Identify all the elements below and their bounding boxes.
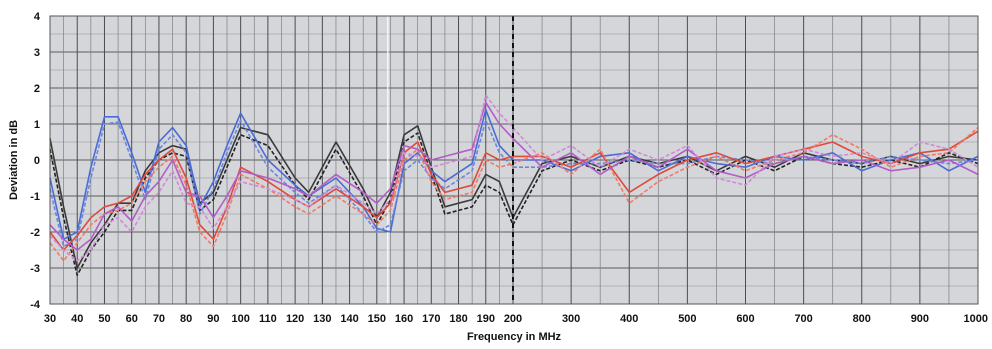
x-tick-label: 120 bbox=[286, 313, 304, 325]
x-tick-label: 170 bbox=[422, 313, 440, 325]
x-axis-label: Frequency in MHz bbox=[467, 331, 562, 343]
x-tick-label: 190 bbox=[477, 313, 495, 325]
x-tick-label: 200 bbox=[504, 313, 522, 325]
y-tick-label: -3 bbox=[30, 263, 40, 275]
x-tick-label: 30 bbox=[44, 313, 56, 325]
x-tick-label: 800 bbox=[853, 313, 871, 325]
y-tick-label: -2 bbox=[30, 227, 40, 239]
y-tick-label: 0 bbox=[34, 155, 40, 167]
x-tick-label: 900 bbox=[911, 313, 929, 325]
x-tick-label: 160 bbox=[395, 313, 413, 325]
x-tick-label: 90 bbox=[207, 313, 219, 325]
y-tick-labels: 4 3 2 1 0 -1 -2 -3 -4 bbox=[30, 11, 41, 311]
x-tick-label: 180 bbox=[449, 313, 467, 325]
y-tick-label: 2 bbox=[34, 83, 40, 95]
series-layer bbox=[49, 94, 979, 276]
x-tick-label: 70 bbox=[153, 313, 165, 325]
y-tick-label: 4 bbox=[34, 11, 41, 23]
series-line-7 bbox=[49, 101, 979, 251]
y-tick-label: 3 bbox=[34, 47, 40, 59]
x-tick-label: 50 bbox=[98, 313, 110, 325]
y-axis-label: Deviation in dB bbox=[8, 120, 20, 200]
x-tick-label: 130 bbox=[313, 313, 331, 325]
x-tick-label: 40 bbox=[71, 313, 83, 325]
y-tick-label: -1 bbox=[30, 191, 40, 203]
plot-border bbox=[49, 15, 979, 305]
x-tick-label: 600 bbox=[736, 313, 754, 325]
x-tick-label: 300 bbox=[562, 313, 580, 325]
x-tick-labels: 30 40 50 60 70 80 90 100 110 120 130 140 150 160 170 18… bbox=[44, 313, 988, 325]
x-tick-label: 400 bbox=[620, 313, 638, 325]
x-tick-label: 100 bbox=[231, 313, 249, 325]
x-tick-label: 500 bbox=[678, 313, 696, 325]
x-tick-label: 1000 bbox=[964, 313, 988, 325]
x-tick-label: 700 bbox=[794, 313, 812, 325]
x-tick-label: 110 bbox=[259, 313, 277, 325]
x-tick-label: 140 bbox=[340, 313, 358, 325]
x-tick-label: 80 bbox=[180, 313, 192, 325]
y-tick-label: 1 bbox=[34, 119, 40, 131]
x-tick-label: 150 bbox=[368, 313, 386, 325]
series-line-4 bbox=[49, 119, 979, 248]
x-tick-label: 60 bbox=[126, 313, 138, 325]
series-line-8 bbox=[49, 94, 979, 262]
y-tick-label: -4 bbox=[30, 299, 41, 311]
